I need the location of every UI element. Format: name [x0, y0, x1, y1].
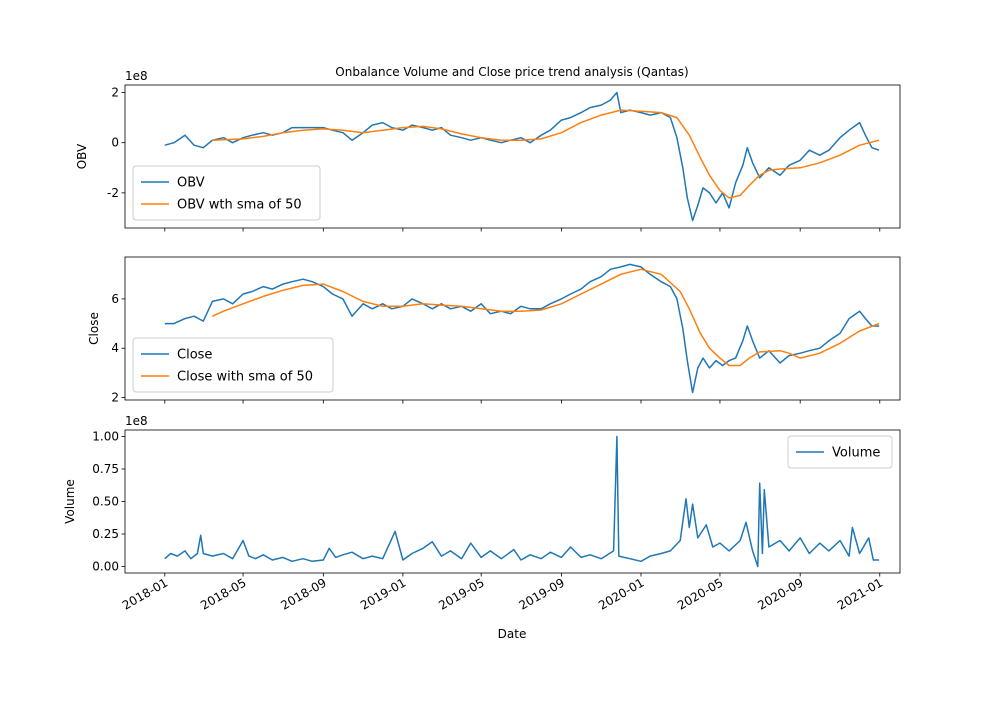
y-tick-label-2-0: 0.00 [92, 560, 119, 574]
legend-label-0-0: OBV [177, 176, 205, 191]
y-offset-label-2: 1e8 [125, 414, 148, 428]
y-tick-label-2-1: 0.25 [92, 527, 119, 541]
legend-box-2 [787, 435, 893, 469]
y-tick-label-2-2: 0.50 [92, 495, 119, 509]
y-tick-label-1-1: 4 [111, 341, 119, 355]
legend-2: Volume [787, 435, 893, 469]
legend-label-1-0: Close [177, 348, 212, 363]
y-axis-label-2: Volume [63, 479, 77, 524]
y-tick-label-0-0: -2 [107, 186, 119, 200]
y-tick-label-2-3: 0.75 [92, 462, 119, 476]
panel-1: 2 4 6 Close Close Close with sma of 50 [87, 256, 901, 405]
series-line-1-1 [212, 268, 880, 367]
y-tick-label-1-0: 2 [111, 391, 119, 405]
y-tick-label-2-4: 1.00 [92, 430, 119, 444]
plot-frame-1 [124, 256, 901, 401]
series-line-2-0 [164, 435, 880, 568]
legend-box-1 [132, 337, 334, 393]
legend-label-2-0: Volume [832, 446, 880, 461]
y-offset-label-0: 1e8 [125, 69, 148, 83]
legend-0: OBV OBV wth sma of 50 [132, 165, 321, 221]
legend-label-0-1: OBV wth sma of 50 [177, 198, 302, 213]
x-axis-label: Date [498, 627, 527, 641]
series-line-0-1 [212, 109, 880, 199]
y-tick-label-0-2: 2 [111, 86, 119, 100]
plot-frame-0 [124, 84, 901, 229]
legend-1: Close Close with sma of 50 [132, 337, 334, 393]
y-axis-label-0: OBV [75, 143, 89, 169]
y-tick-label-0-1: 0 [111, 136, 119, 150]
y-tick-label-1-2: 6 [111, 292, 119, 306]
y-axis-label-1: Close [87, 312, 101, 345]
legend-box-0 [132, 165, 321, 221]
panel-0: -2 0 2 1e8 OBV OBV OBV wth sma of 50 [75, 69, 901, 232]
chart-title: Onbalance Volume and Close price trend a… [335, 65, 688, 79]
legend-label-1-1: Close with sma of 50 [177, 370, 313, 385]
series-line-1-0 [164, 263, 880, 394]
series-line-0-0 [164, 91, 880, 222]
